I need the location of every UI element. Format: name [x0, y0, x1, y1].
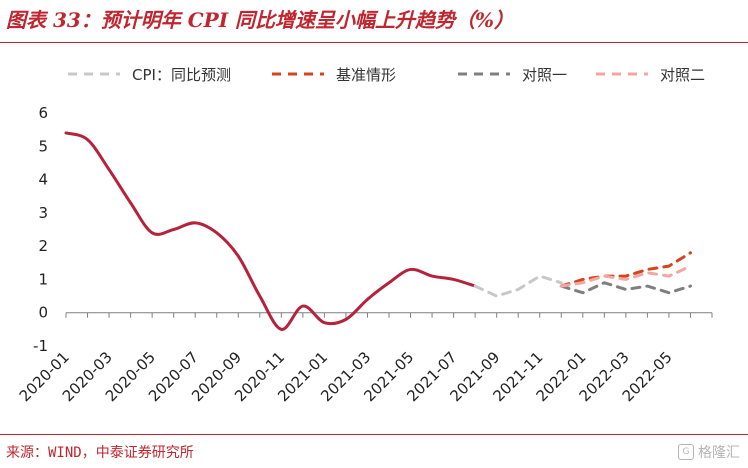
series-line-4 — [559, 264, 692, 288]
y-tick-label: 1 — [38, 270, 48, 288]
watermark-logo-icon: G — [678, 444, 694, 460]
chart-title: 图表 33：预计明年 CPI 同比增速呈小幅上升趋势（%） — [6, 8, 515, 32]
y-tick-label: -1 — [33, 337, 48, 355]
chart-legend: CPI：同比预测 基准情形 对照一 对照二 — [68, 66, 705, 84]
y-tick-label: 0 — [38, 304, 48, 322]
series-line-0 — [64, 131, 477, 331]
series-line-2 — [559, 251, 692, 288]
x-axis: 2020-012020-032020-052020-072020-092020-… — [16, 312, 713, 405]
legend-label: CPI：同比预测 — [132, 66, 231, 84]
watermark-text: 格隆汇 — [698, 445, 740, 461]
legend-label: 对照一 — [522, 66, 567, 84]
legend-label: 对照二 — [660, 66, 705, 84]
y-tick-label: 3 — [38, 204, 48, 222]
source-note: 来源：WIND，中泰证券研究所 — [6, 445, 194, 461]
title-divider — [0, 42, 748, 43]
y-tick-label: 2 — [38, 237, 48, 255]
y-tick-label: 5 — [38, 137, 48, 155]
legend-label: 基准情形 — [336, 66, 396, 84]
series-lines — [64, 131, 692, 331]
y-axis: -1 0 1 2 3 4 5 6 — [33, 104, 48, 355]
footer-divider — [0, 434, 748, 435]
watermark: G 格隆汇 — [678, 442, 740, 462]
series-line-3 — [559, 281, 692, 295]
chart-canvas: CPI：同比预测 基准情形 对照一 对照二 -1 0 1 2 3 4 5 6 2020-012020… — [16, 66, 713, 405]
y-tick-label: 4 — [38, 171, 48, 189]
series-line-1 — [473, 274, 563, 298]
y-tick-label: 6 — [38, 104, 48, 122]
